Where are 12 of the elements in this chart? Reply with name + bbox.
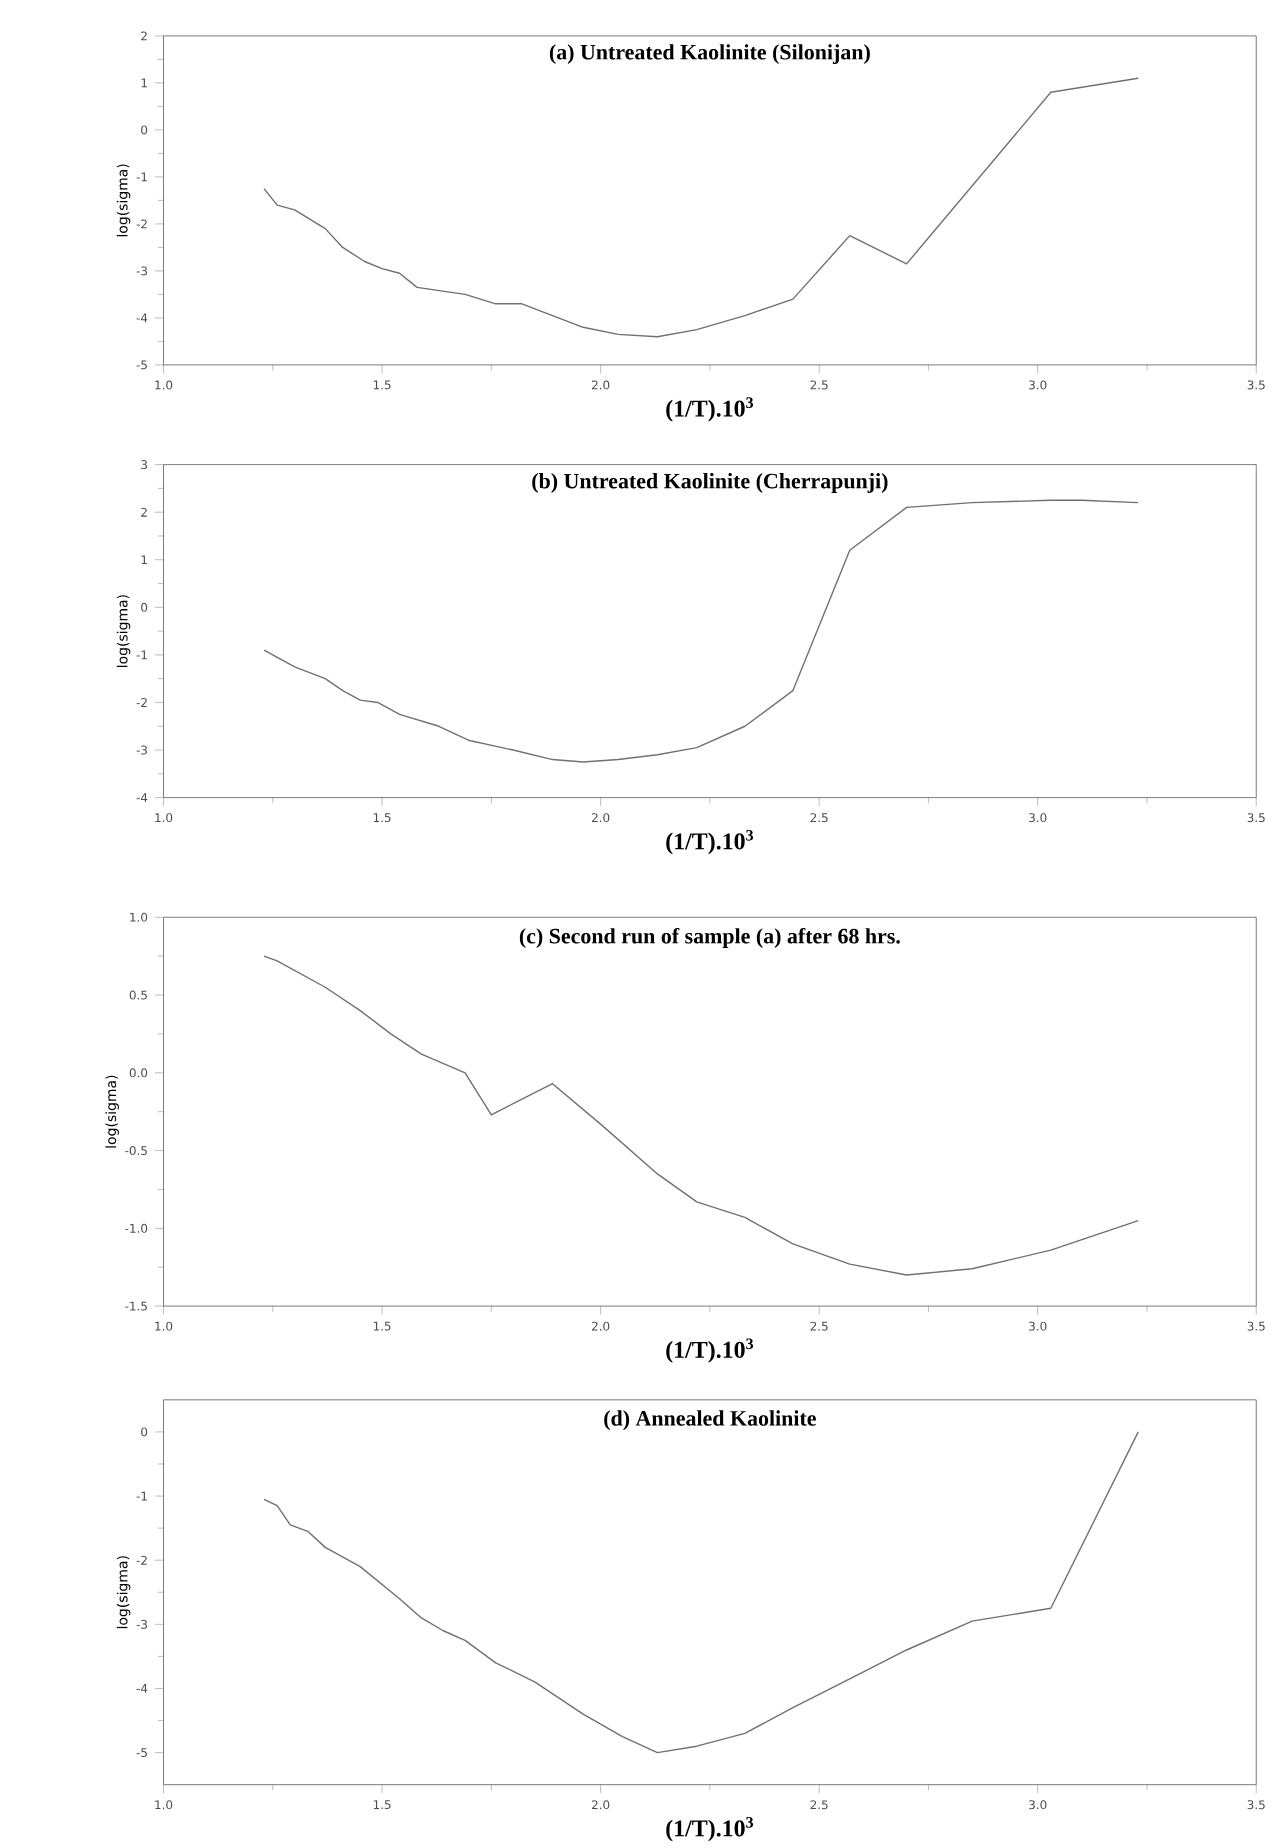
x-axis-title: (1/T).10$^{3}$ [666, 1338, 753, 1363]
x-axis-title: (1/T).10$^{3}$ [666, 1816, 753, 1842]
chart-title: (d) Annealed Kaolinite [604, 1410, 816, 1431]
x-axis-title: (1/T).10$^{3}$ [666, 829, 753, 855]
line-series [263, 499, 1139, 763]
line-series [263, 955, 1139, 1276]
chart-title: (a) Untreated Kaolinite (Silonijan) [549, 44, 870, 65]
line-series [263, 1431, 1139, 1754]
x-axis-title: (1/T).10$^{3}$ [666, 397, 753, 422]
chart-title: (b) Untreated Kaolinite (Cherrapunji) [532, 473, 888, 493]
line-series [263, 77, 1139, 338]
chart-title: (c) Second run of sample (a) after 68 hrs. [519, 927, 900, 948]
